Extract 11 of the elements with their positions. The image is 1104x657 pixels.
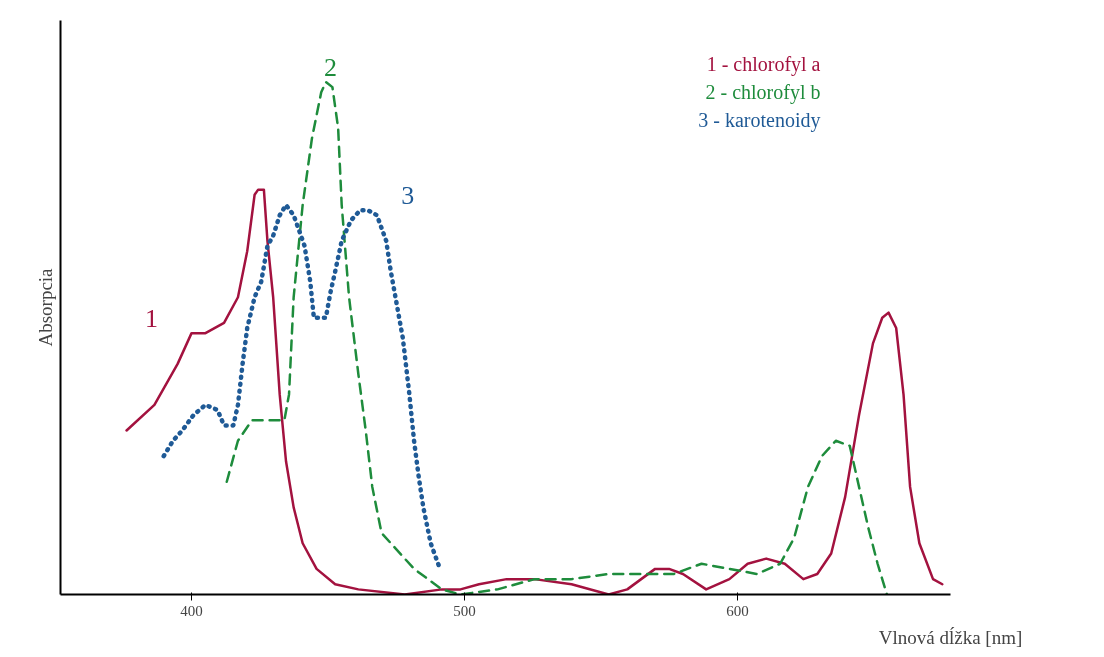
y-axis-title: Absorpcia bbox=[34, 267, 56, 347]
text: 2 - chlorofyl b bbox=[705, 80, 821, 104]
annotation: 2 bbox=[324, 53, 337, 82]
x-axis-title: Vlnová dĺžka [nm] bbox=[878, 626, 1023, 648]
x-tick-label: 600 bbox=[726, 602, 749, 619]
annotation: 1 bbox=[145, 304, 159, 334]
annotation: 3 bbox=[401, 181, 415, 211]
x-tick-label: 400 bbox=[180, 602, 203, 619]
text: 1 - chlorofyl a bbox=[706, 52, 821, 76]
x-tick-label: 500 bbox=[453, 602, 476, 619]
text: 3 - karotenoidy bbox=[698, 108, 821, 132]
